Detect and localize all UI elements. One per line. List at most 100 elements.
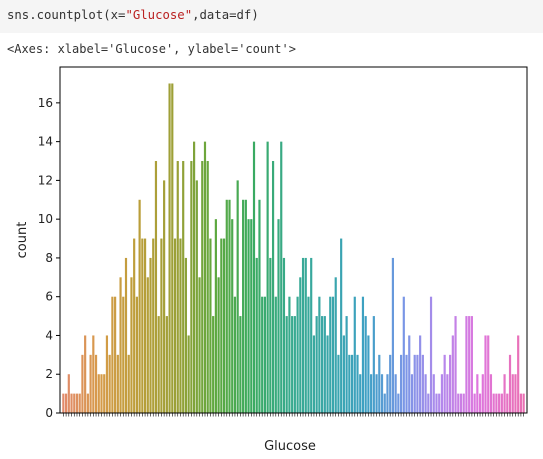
bar bbox=[416, 354, 419, 413]
bar bbox=[65, 393, 68, 413]
bar bbox=[495, 393, 498, 413]
bar bbox=[470, 316, 473, 413]
y-tick-label: 0 bbox=[45, 406, 53, 420]
bar bbox=[299, 277, 302, 413]
bar bbox=[350, 354, 354, 413]
bar bbox=[421, 354, 424, 413]
bar bbox=[345, 316, 348, 413]
bar bbox=[465, 316, 468, 413]
bar bbox=[334, 277, 337, 413]
bar bbox=[457, 393, 460, 413]
bar bbox=[231, 219, 234, 413]
bar bbox=[326, 335, 329, 413]
bar bbox=[489, 374, 493, 413]
bar bbox=[372, 316, 375, 413]
bar bbox=[386, 374, 389, 413]
bar bbox=[399, 354, 403, 413]
bar bbox=[367, 335, 370, 413]
bar bbox=[277, 219, 280, 413]
bar bbox=[519, 393, 523, 413]
bar bbox=[244, 199, 247, 413]
bar bbox=[511, 374, 514, 413]
bar bbox=[361, 296, 365, 413]
bar bbox=[342, 335, 345, 413]
bar bbox=[179, 238, 182, 413]
bar bbox=[212, 316, 215, 413]
bar bbox=[124, 257, 128, 413]
bar bbox=[315, 316, 318, 413]
bar bbox=[353, 296, 356, 413]
y-axis-label: count bbox=[15, 222, 30, 259]
bar bbox=[171, 83, 174, 414]
bar bbox=[138, 199, 141, 413]
bar bbox=[122, 296, 125, 413]
bar bbox=[149, 257, 152, 413]
bar bbox=[89, 354, 92, 413]
bar bbox=[484, 335, 487, 413]
y-tick-label: 10 bbox=[38, 212, 53, 226]
bar bbox=[261, 296, 264, 413]
bar bbox=[135, 296, 138, 413]
bar bbox=[391, 257, 394, 413]
bar bbox=[116, 354, 119, 413]
bar bbox=[258, 199, 261, 413]
y-tick-label: 16 bbox=[38, 96, 53, 110]
bar bbox=[508, 354, 512, 413]
bar bbox=[419, 335, 422, 413]
bar bbox=[70, 393, 73, 413]
bar bbox=[312, 335, 316, 413]
bar bbox=[187, 335, 190, 413]
bar bbox=[503, 374, 506, 413]
bar bbox=[100, 374, 103, 413]
bar bbox=[263, 296, 266, 413]
bar bbox=[296, 296, 299, 413]
bar bbox=[291, 316, 294, 413]
bar bbox=[364, 316, 367, 413]
code-prefix: sns.countplot(x= bbox=[7, 8, 126, 22]
bar bbox=[280, 141, 283, 413]
x-ticks-group bbox=[63, 413, 524, 417]
bar bbox=[459, 393, 463, 413]
bar bbox=[307, 296, 310, 413]
bar bbox=[103, 374, 106, 413]
bar bbox=[514, 374, 517, 413]
bar bbox=[81, 354, 84, 413]
bar bbox=[408, 335, 411, 413]
y-tick-label: 14 bbox=[38, 135, 53, 149]
bar bbox=[209, 238, 212, 413]
bar bbox=[446, 374, 449, 413]
bar bbox=[301, 257, 305, 413]
bar bbox=[451, 335, 454, 413]
bar bbox=[468, 316, 471, 413]
bar bbox=[318, 296, 321, 413]
bar bbox=[225, 199, 228, 413]
bar bbox=[288, 296, 291, 413]
bar bbox=[383, 393, 386, 413]
bar bbox=[173, 238, 177, 413]
bar bbox=[220, 238, 223, 413]
bar bbox=[449, 354, 452, 413]
bar bbox=[119, 277, 122, 413]
bar bbox=[380, 374, 384, 413]
bar bbox=[165, 316, 168, 413]
axes-frame bbox=[59, 66, 528, 414]
bar bbox=[239, 316, 242, 413]
bar bbox=[163, 180, 166, 413]
bar bbox=[255, 257, 258, 413]
bar bbox=[329, 296, 332, 413]
bar bbox=[67, 374, 70, 413]
code-cell[interactable]: sns.countplot(x="Glucose",data=df) bbox=[0, 0, 543, 33]
bar bbox=[222, 238, 226, 413]
bar bbox=[310, 257, 313, 413]
bar bbox=[274, 296, 277, 413]
bar bbox=[410, 374, 414, 413]
y-tick-label: 12 bbox=[38, 173, 53, 187]
bar bbox=[359, 374, 362, 413]
bar bbox=[389, 354, 392, 413]
y-tick-label: 4 bbox=[45, 328, 53, 342]
bar bbox=[133, 238, 136, 413]
bar bbox=[130, 277, 133, 413]
bar bbox=[506, 393, 509, 413]
bar bbox=[73, 393, 76, 413]
bar bbox=[152, 238, 155, 413]
